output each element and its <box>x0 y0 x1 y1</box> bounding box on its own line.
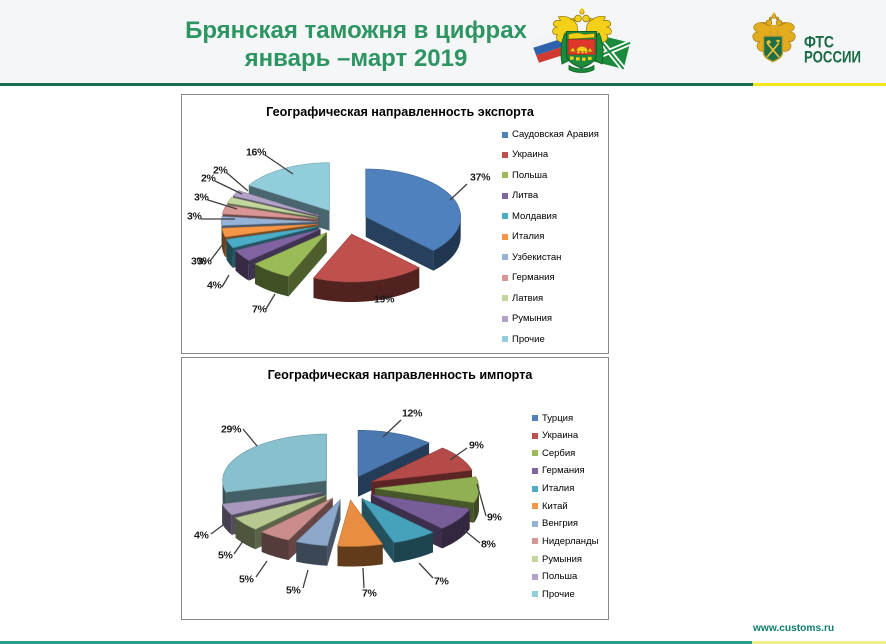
svg-text:ФТС: ФТС <box>804 34 834 52</box>
svg-text:РОССИИ: РОССИИ <box>804 49 861 67</box>
